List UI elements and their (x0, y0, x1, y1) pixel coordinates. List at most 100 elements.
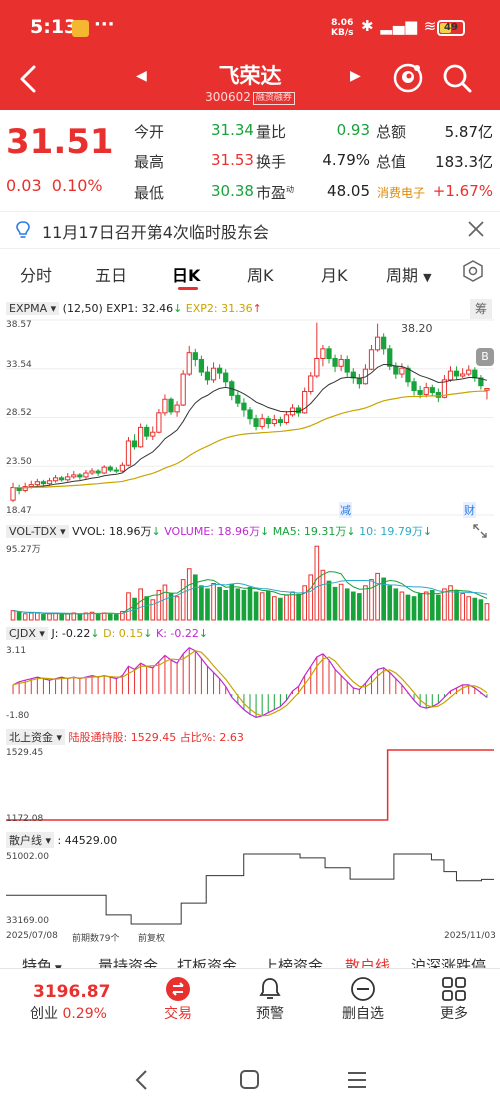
volume-bar (41, 614, 46, 621)
market-cap-value[interactable]: 183.3亿 (435, 153, 493, 171)
nav-remove-watchlist[interactable]: 删自选 (342, 1006, 384, 1022)
volume-bar (284, 594, 289, 621)
volume-bar (448, 585, 453, 621)
announcement-text[interactable]: 11月17日召开第4次临时股东会 (42, 223, 269, 242)
volume-bar (466, 596, 472, 621)
northbound-y-max: 1529.45 (6, 748, 44, 758)
candle (381, 336, 387, 350)
remove-watchlist-icon[interactable] (350, 976, 376, 1002)
candle (399, 367, 405, 375)
candle (210, 367, 217, 381)
retail-indicator-select[interactable]: 散户线 ▾ (6, 832, 55, 848)
candle (180, 373, 186, 406)
volume-bar (484, 603, 490, 621)
volume-chart[interactable] (6, 542, 494, 621)
volume-bar (344, 588, 350, 621)
prev-stock-icon[interactable]: ◀ (136, 68, 147, 84)
chips-button[interactable]: 筹 (470, 299, 492, 319)
candle (162, 398, 168, 414)
tab-weekly-k[interactable]: 周K (247, 266, 274, 285)
northbound-chart[interactable] (6, 746, 494, 824)
candlestick-chart[interactable] (6, 319, 494, 516)
tab-period[interactable]: 周期 ▼ (386, 266, 432, 285)
open-label: 今开 (134, 123, 165, 141)
kline-indicator-select[interactable]: EXPMA ▾ (6, 302, 60, 315)
open-value: 31.34 (211, 121, 254, 139)
candle (271, 419, 277, 425)
nav-alert[interactable]: 预警 (256, 1006, 284, 1022)
close-icon[interactable] (467, 220, 485, 238)
tab-monthly-k[interactable]: 月K (321, 266, 348, 285)
retail-y-min: 33169.00 (6, 916, 49, 926)
candle (174, 404, 180, 413)
turnover-value: 4.79% (322, 151, 370, 169)
cjdx-chart[interactable] (6, 646, 494, 722)
volume-bar (314, 545, 320, 621)
more-grid-icon[interactable] (441, 976, 467, 1002)
system-home-icon[interactable] (239, 1069, 261, 1091)
volume-bar (217, 586, 222, 621)
candle (144, 426, 150, 437)
y-tick: 28.52 (6, 408, 32, 418)
bell-icon[interactable] (257, 976, 283, 1002)
buy-signal-badge[interactable]: B (476, 348, 494, 366)
northbound-indicator-select[interactable]: 北上资金 ▾ (6, 729, 66, 745)
candle (131, 440, 138, 448)
candle (223, 372, 229, 383)
retail-line (6, 853, 494, 925)
volume-bar (223, 589, 229, 621)
assistant-robot-icon[interactable] (392, 62, 424, 94)
settings-hexagon-icon[interactable] (462, 260, 484, 282)
volume-bar (429, 589, 435, 621)
candle (101, 466, 107, 474)
volume-bar (302, 585, 308, 621)
system-recents-icon[interactable] (346, 1069, 368, 1091)
volume-bar (338, 583, 344, 621)
tab-intraday[interactable]: 分时 (20, 266, 53, 285)
candle (466, 369, 472, 375)
volume-bar (405, 594, 411, 621)
volume-bar (235, 588, 241, 621)
reduction-marker[interactable]: 减 (339, 502, 352, 518)
nav-trade[interactable]: 交易 (164, 1006, 192, 1022)
candle (453, 370, 460, 377)
trade-icon[interactable] (165, 976, 191, 1002)
volume-indicator-select[interactable]: VOL-TDX ▾ (6, 525, 69, 538)
network-speed: 8.06 KB/s (331, 18, 354, 38)
candle (235, 394, 241, 404)
notification-app-icon (72, 20, 89, 37)
financial-report-marker[interactable]: 财 (463, 502, 476, 518)
cjdx-indicator-select[interactable]: CJDX ▾ (6, 627, 48, 640)
back-arrow-icon[interactable] (14, 62, 44, 96)
index-value[interactable]: 3196.87 (33, 982, 111, 1002)
sector-label[interactable]: 消费电子 (377, 186, 426, 200)
nav-more[interactable]: 更多 (440, 1006, 468, 1022)
search-icon[interactable] (441, 62, 473, 94)
volume-bar (357, 593, 362, 621)
system-back-icon[interactable] (132, 1068, 152, 1092)
volume-bar (350, 591, 356, 621)
candle (302, 391, 308, 414)
volume-bar (53, 612, 58, 621)
next-stock-icon[interactable]: ▶ (350, 68, 361, 84)
high-label: 最高 (134, 153, 165, 171)
candle (150, 431, 156, 437)
expand-icon[interactable] (472, 523, 488, 539)
tab-daily-k[interactable]: 日K (172, 266, 201, 285)
index-label[interactable]: 创业 0.29% (30, 1006, 107, 1022)
candle (320, 348, 326, 360)
volume-bar (65, 613, 71, 621)
retail-line-chart[interactable] (6, 850, 494, 928)
announcement-bar[interactable] (0, 211, 500, 249)
margin-tag: 融资融券 (252, 92, 295, 105)
volume-bar (174, 596, 180, 621)
tab-five-day[interactable]: 五日 (95, 266, 128, 285)
end-date: 2025/11/03 (444, 931, 496, 941)
volume-bar (417, 593, 423, 621)
volume-bar (399, 591, 405, 621)
active-tab-indicator (178, 287, 198, 290)
sector-change[interactable]: +1.67% (432, 182, 493, 200)
volume-bar (77, 614, 83, 621)
northbound-y-min: 1172.08 (6, 814, 44, 824)
volume-legend: VOL-TDX ▾ VVOL: 18.96万↓ VOLUME: 18.96万↓ … (6, 523, 432, 539)
